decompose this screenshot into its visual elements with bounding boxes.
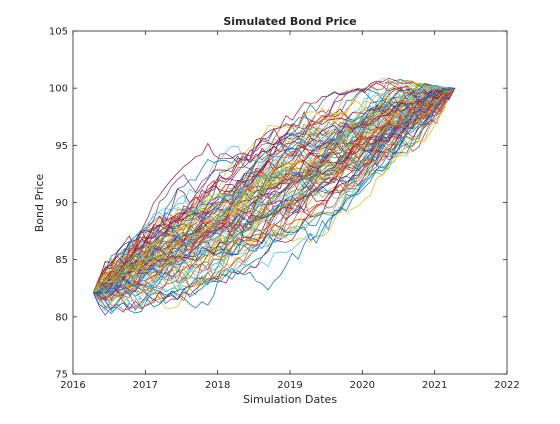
series-line	[92, 88, 456, 308]
series-line	[93, 87, 456, 300]
y-tick-label: 75	[55, 370, 68, 381]
y-tick-label: 80	[55, 312, 68, 323]
series-line	[93, 87, 455, 295]
x-tick-label: 2017	[133, 380, 158, 391]
x-tick-label: 2021	[422, 380, 447, 391]
y-tick-label: 100	[49, 84, 68, 95]
series-line	[93, 88, 456, 294]
series-line	[93, 87, 455, 294]
series-line	[93, 87, 455, 294]
x-tick-label: 2018	[205, 380, 230, 391]
x-tick-label: 2016	[60, 380, 85, 391]
series-line	[93, 86, 455, 294]
series-line	[93, 87, 456, 311]
series-line	[92, 87, 455, 294]
series-line	[93, 84, 455, 294]
y-axis: 75 80 85 90 95 100 105	[49, 27, 507, 381]
y-tick-label: 105	[49, 27, 68, 38]
series-line	[93, 87, 455, 294]
series-line	[92, 88, 456, 293]
x-tick-label: 2022	[494, 380, 519, 391]
series-line	[93, 85, 456, 294]
y-tick-label: 85	[55, 255, 68, 266]
y-tick-label: 95	[55, 141, 68, 152]
series-line	[92, 88, 456, 315]
series-line	[93, 87, 456, 311]
series-line	[93, 87, 456, 295]
x-tick-label: 2019	[277, 380, 302, 391]
series-line	[93, 87, 456, 294]
series-line	[92, 80, 455, 293]
y-tick-label: 90	[55, 198, 68, 209]
series-line	[93, 87, 455, 301]
series-line	[93, 85, 455, 294]
series-line	[93, 86, 455, 300]
series-line	[93, 88, 456, 294]
series-line	[92, 87, 456, 310]
series-line	[93, 84, 455, 294]
x-tick-label: 2020	[350, 380, 375, 391]
y-axis-label: Bond Price	[33, 173, 46, 232]
series-layer	[92, 77, 456, 316]
series-line	[93, 87, 455, 303]
series-line	[93, 86, 456, 293]
series-line	[93, 87, 456, 297]
series-line	[93, 77, 455, 299]
series-line	[93, 82, 456, 294]
x-axis-label: Simulation Dates	[243, 393, 337, 406]
series-line	[92, 82, 456, 293]
series-line	[92, 87, 456, 293]
x-axis: 2016 2017 2018 2019 2020 2021 2022	[60, 31, 520, 391]
chart-title: Simulated Bond Price	[223, 15, 356, 28]
series-line	[93, 88, 456, 313]
series-line	[93, 87, 455, 304]
